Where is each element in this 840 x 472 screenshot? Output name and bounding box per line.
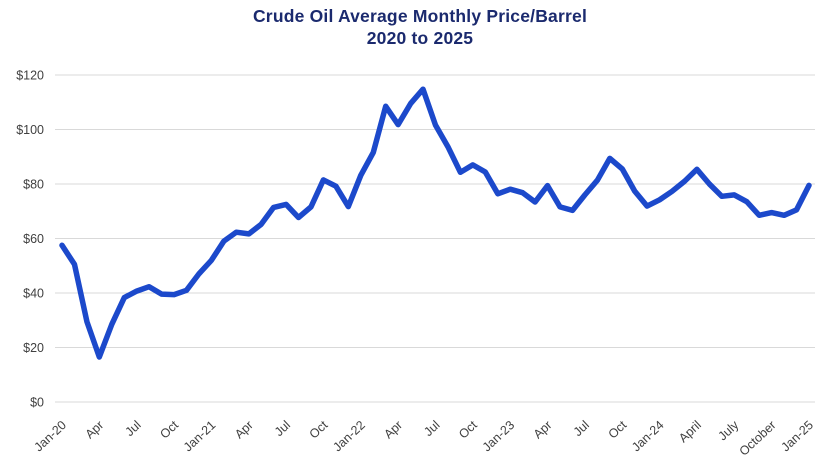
x-tick-label: Oct bbox=[606, 418, 630, 442]
x-tick-label: Apr bbox=[83, 418, 107, 442]
y-tick-label: $40 bbox=[23, 287, 44, 301]
chart-title-line2: 2020 to 2025 bbox=[366, 28, 474, 48]
y-tick-label: $20 bbox=[23, 341, 44, 355]
y-tick-label: $60 bbox=[23, 232, 44, 246]
x-tick-label: Jan-24 bbox=[629, 418, 667, 454]
x-tick-label: Apr bbox=[232, 418, 256, 442]
x-tick-label: Jul bbox=[421, 418, 442, 439]
x-tick-label: April bbox=[676, 418, 704, 445]
x-tick-label: Jul bbox=[123, 418, 144, 439]
chart-title: Crude Oil Average Monthly Price/Barrel 2… bbox=[0, 5, 840, 49]
x-tick-label: Apr bbox=[381, 418, 405, 442]
chart-title-line1: Crude Oil Average Monthly Price/Barrel bbox=[252, 6, 588, 26]
x-tick-label: Oct bbox=[456, 418, 480, 442]
x-tick-label: Oct bbox=[157, 418, 181, 442]
y-tick-label: $80 bbox=[23, 178, 44, 192]
x-tick-label: Jan-25 bbox=[779, 418, 817, 454]
x-tick-label: Apr bbox=[531, 418, 555, 442]
y-tick-label: $120 bbox=[16, 69, 44, 83]
y-tick-label: $100 bbox=[16, 123, 44, 137]
price-line-series bbox=[59, 86, 812, 360]
x-tick-label: October bbox=[737, 418, 779, 459]
x-tick-label: Jan-22 bbox=[330, 418, 368, 454]
y-tick-label: $0 bbox=[30, 396, 44, 410]
x-tick-label: Jan-23 bbox=[480, 418, 518, 454]
x-tick-label: Jan-21 bbox=[181, 418, 219, 454]
x-tick-label: Jul bbox=[272, 418, 293, 439]
x-tick-label: July bbox=[716, 417, 742, 443]
x-tick-label: Oct bbox=[307, 418, 331, 442]
x-tick-label: Jan-20 bbox=[32, 418, 70, 454]
x-tick-label: Jul bbox=[571, 418, 592, 439]
